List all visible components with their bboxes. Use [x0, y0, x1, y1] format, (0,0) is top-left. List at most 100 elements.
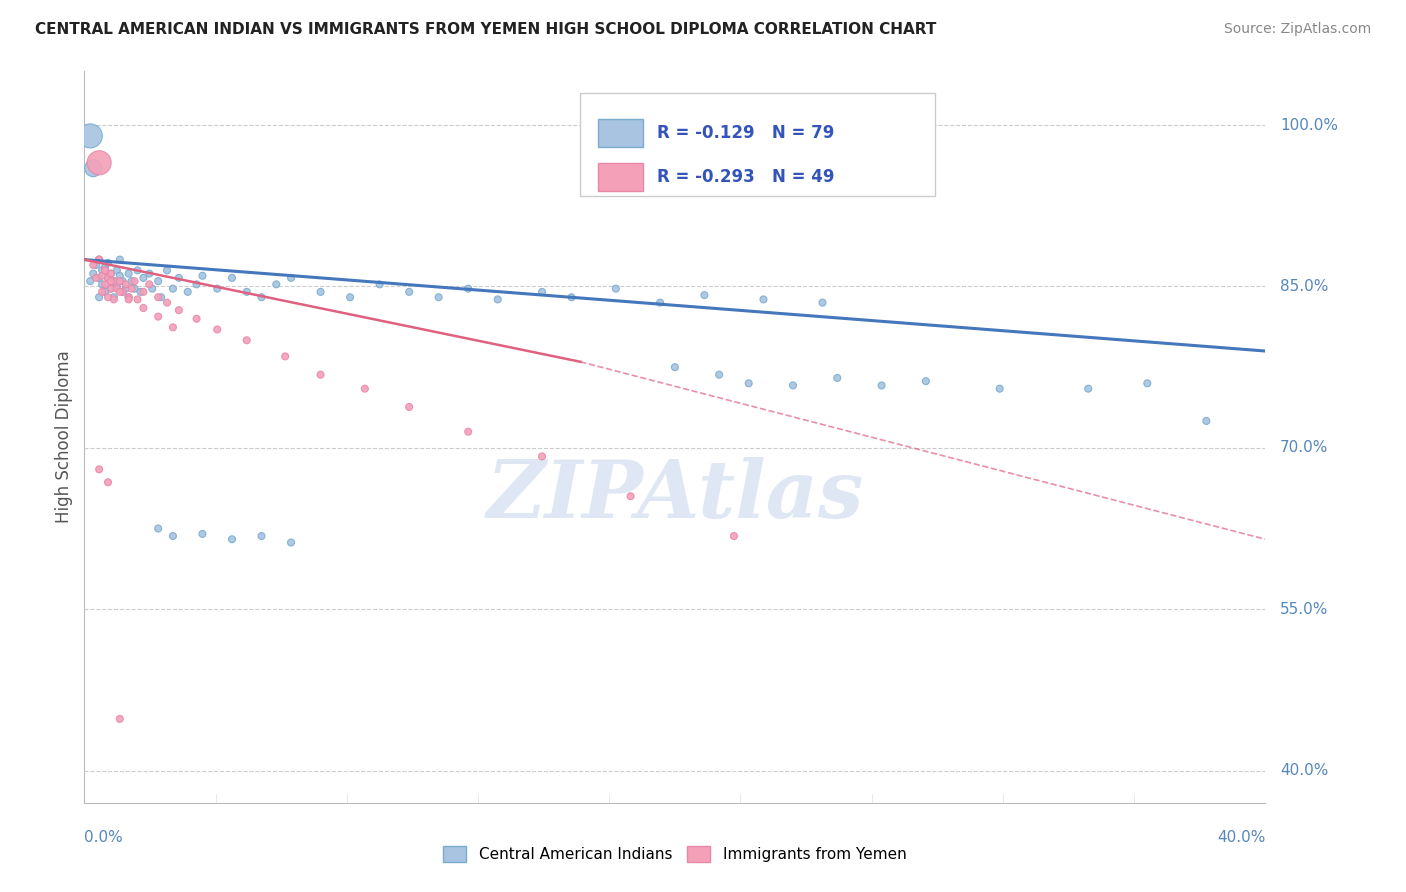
Point: [738, 376, 761, 391]
Y-axis label: High School Diploma: High School Diploma: [55, 351, 73, 524]
Point: [221, 271, 243, 285]
Point: [91, 263, 114, 277]
Point: [207, 322, 229, 336]
Point: [650, 295, 672, 310]
Point: [82, 267, 104, 281]
Point: [82, 258, 104, 272]
Point: [148, 274, 170, 288]
Point: [118, 293, 141, 307]
Point: [121, 282, 143, 296]
Point: [988, 382, 1011, 396]
Text: R = -0.293   N = 49: R = -0.293 N = 49: [657, 168, 835, 186]
Point: [129, 285, 152, 299]
Point: [693, 288, 716, 302]
Point: [186, 277, 208, 292]
Point: [79, 128, 101, 143]
Point: [870, 378, 893, 392]
Point: [1077, 382, 1099, 396]
Point: [87, 252, 111, 267]
Point: [138, 277, 160, 292]
Point: [91, 277, 114, 292]
Point: [105, 263, 128, 277]
Point: [191, 527, 214, 541]
Point: [100, 267, 122, 281]
Point: [94, 277, 117, 292]
Point: [103, 274, 125, 288]
Text: 55.0%: 55.0%: [1281, 602, 1329, 616]
Point: [118, 267, 141, 281]
Point: [782, 378, 804, 392]
Point: [561, 290, 583, 304]
Point: [162, 282, 184, 296]
Point: [723, 529, 745, 543]
Point: [114, 277, 136, 292]
Point: [87, 462, 111, 476]
Point: [108, 712, 131, 726]
Point: [91, 268, 114, 283]
Point: [97, 290, 120, 304]
Text: R = -0.129   N = 79: R = -0.129 N = 79: [657, 124, 835, 142]
Point: [87, 252, 111, 267]
Point: [108, 268, 131, 283]
Point: [94, 263, 117, 277]
Point: [280, 535, 302, 549]
Point: [486, 293, 509, 307]
Point: [87, 155, 111, 169]
Point: [191, 268, 214, 283]
Point: [124, 282, 146, 296]
Point: [97, 475, 120, 490]
Point: [127, 263, 149, 277]
Point: [156, 295, 179, 310]
Point: [103, 290, 125, 304]
Point: [236, 333, 259, 347]
Point: [97, 256, 120, 270]
Point: [150, 290, 173, 304]
Bar: [598, 163, 643, 191]
FancyBboxPatch shape: [581, 94, 935, 195]
Text: 40.0%: 40.0%: [1281, 763, 1329, 778]
Point: [354, 382, 377, 396]
Point: [94, 260, 117, 274]
Point: [605, 282, 627, 296]
Point: [84, 258, 107, 272]
Point: [309, 368, 332, 382]
Point: [250, 290, 273, 304]
Point: [827, 371, 849, 385]
Point: [141, 282, 163, 296]
Point: [915, 374, 938, 388]
Point: [664, 360, 686, 375]
Point: [100, 267, 122, 281]
Point: [103, 274, 125, 288]
Point: [132, 285, 155, 299]
Point: [177, 285, 200, 299]
Point: [207, 282, 229, 296]
Point: [266, 277, 288, 292]
Text: 40.0%: 40.0%: [1218, 830, 1265, 845]
Text: 85.0%: 85.0%: [1281, 279, 1329, 294]
Point: [274, 350, 297, 364]
Point: [111, 285, 134, 299]
Point: [118, 290, 141, 304]
Point: [94, 263, 117, 277]
Point: [398, 285, 420, 299]
Point: [91, 285, 114, 299]
Point: [309, 285, 332, 299]
Point: [87, 290, 111, 304]
Point: [105, 282, 128, 296]
Point: [97, 271, 120, 285]
Point: [100, 282, 122, 296]
Point: [124, 274, 146, 288]
Point: [752, 293, 775, 307]
Point: [457, 282, 479, 296]
Bar: [598, 119, 643, 146]
Point: [114, 282, 136, 296]
Point: [138, 267, 160, 281]
Point: [162, 320, 184, 334]
Point: [148, 521, 170, 535]
Point: [148, 310, 170, 324]
Point: [1195, 414, 1218, 428]
Point: [156, 263, 179, 277]
Text: 0.0%: 0.0%: [84, 830, 124, 845]
Point: [167, 271, 190, 285]
Point: [111, 285, 134, 299]
